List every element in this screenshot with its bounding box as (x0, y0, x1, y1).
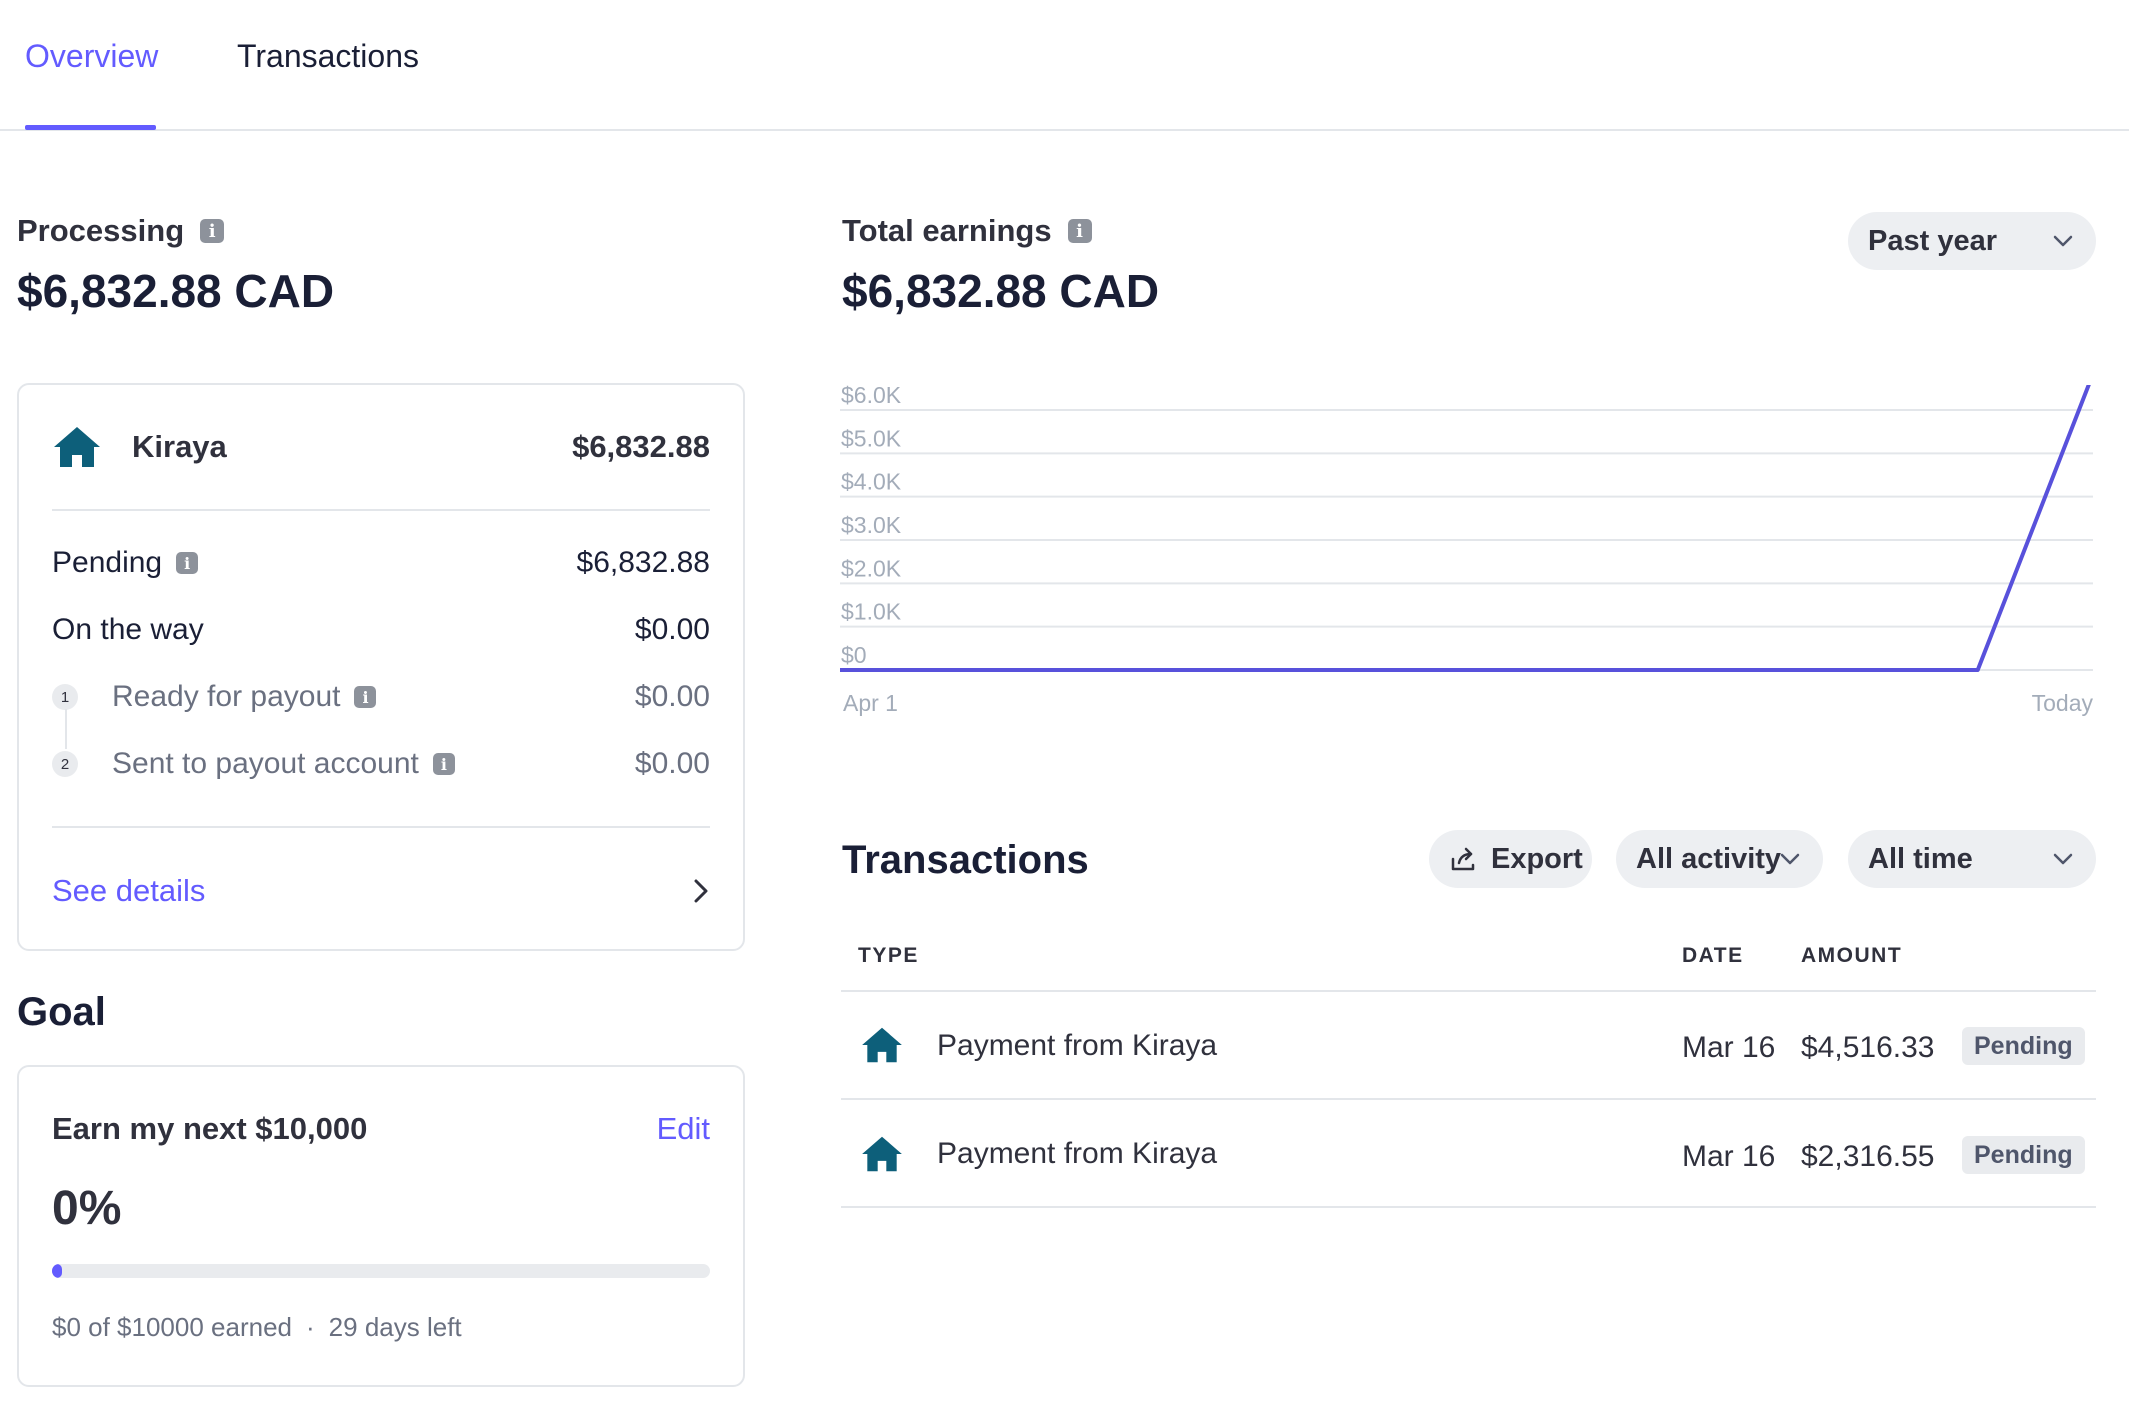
total-earnings-label-row: Total earnings i (842, 213, 1092, 249)
column-header-date[interactable]: DATE (1682, 944, 1744, 967)
range-select[interactable]: Past year (1848, 212, 2096, 270)
step-number-badge: 1 (52, 684, 78, 710)
transaction-date: Mar 16 (1682, 1031, 1776, 1064)
merchant-amount: $6,832.88 (572, 429, 710, 464)
step-amount: $0.00 (634, 680, 710, 713)
goal-progress-bar (52, 1264, 710, 1278)
house-icon (54, 427, 100, 467)
pending-label: Pending (52, 546, 163, 579)
step-row-sent: 2 Sent to payout account i $0.00 (52, 744, 710, 784)
goal-footer: $0 of $10000 earned · 29 days left (52, 1312, 462, 1343)
goal-days-left: 29 days left (328, 1312, 462, 1342)
y-tick-label: $2.0K (841, 555, 902, 581)
chevron-right-icon[interactable] (692, 877, 710, 905)
y-tick-label: $5.0K (841, 425, 902, 451)
activity-filter-select[interactable]: All activity (1616, 830, 1823, 888)
range-select-value: Past year (1868, 224, 1997, 257)
on-the-way-row: On the way $0.00 (52, 610, 710, 650)
tab-bar: Overview Transactions (0, 0, 2129, 131)
transaction-description: Payment from Kiraya (937, 1137, 1218, 1170)
time-filter-select[interactable]: All time (1848, 830, 2096, 888)
divider (52, 826, 710, 828)
status-badge: Pending (1962, 1136, 2085, 1174)
info-icon[interactable]: i (1067, 219, 1092, 243)
x-tick-label: Today (2032, 690, 2094, 716)
processing-label-row: Processing i (17, 213, 225, 249)
earnings-series-line (840, 385, 2091, 672)
separator-dot: · (306, 1312, 315, 1342)
balance-card: Kiraya $6,832.88 Pending i $6,832.88 On … (17, 383, 745, 951)
on-the-way-amount: $0.00 (634, 613, 710, 646)
y-tick-label: $0 (841, 642, 867, 668)
activity-filter-value: All activity (1636, 842, 1782, 875)
y-tick-label: $1.0K (841, 599, 902, 625)
step-number-badge: 2 (52, 751, 78, 777)
active-tab-indicator (25, 125, 156, 130)
export-button[interactable]: Export (1429, 830, 1592, 888)
on-the-way-label: On the way (52, 613, 204, 646)
transaction-description: Payment from Kiraya (937, 1029, 1218, 1062)
goal-earned-text: $0 of $10000 earned (52, 1312, 292, 1342)
info-icon[interactable]: i (200, 219, 225, 243)
step-row-ready: 1 Ready for payout i $0.00 (52, 677, 710, 717)
tab-transactions[interactable]: Transactions (237, 38, 419, 74)
total-earnings-amount: $6,832.88 CAD (842, 265, 1160, 317)
processing-amount: $6,832.88 CAD (17, 265, 335, 317)
y-tick-label: $4.0K (841, 469, 902, 495)
info-icon[interactable]: i (176, 552, 199, 574)
see-details-row[interactable]: See details (52, 869, 710, 913)
info-icon[interactable]: i (432, 753, 455, 775)
step-label: Ready for payout (112, 680, 341, 713)
transaction-amount: $2,316.55 (1801, 1140, 1935, 1173)
chevron-down-icon (2053, 235, 2073, 247)
house-icon (862, 1136, 902, 1172)
processing-label: Processing (17, 213, 185, 248)
export-label: Export (1491, 842, 1583, 875)
time-filter-value: All time (1868, 842, 1973, 875)
total-earnings-label: Total earnings (842, 213, 1052, 248)
step-amount: $0.00 (634, 747, 710, 780)
goal-card: Earn my next $10,000 Edit 0% $0 of $1000… (17, 1065, 745, 1387)
column-header-amount[interactable]: AMOUNT (1801, 944, 1903, 967)
table-divider (841, 990, 2096, 992)
step-label: Sent to payout account (112, 747, 419, 780)
earnings-chart: $6.0K $5.0K $4.0K $3.0K $2.0K $1.0K $0 Apr 1 Tod… (840, 385, 2094, 716)
goal-percent: 0% (52, 1182, 122, 1235)
table-divider (841, 1206, 2096, 1208)
table-divider (841, 1098, 2096, 1100)
divider (52, 509, 710, 511)
chevron-down-icon (1780, 853, 1800, 865)
column-header-type[interactable]: TYPE (858, 944, 919, 967)
see-details-link[interactable]: See details (52, 873, 206, 908)
pending-row: Pending i $6,832.88 (52, 543, 710, 583)
pending-amount: $6,832.88 (576, 546, 710, 579)
y-tick-label: $6.0K (841, 385, 902, 408)
info-icon[interactable]: i (354, 686, 377, 708)
goal-title: Earn my next $10,000 (52, 1111, 368, 1146)
x-tick-label: Apr 1 (843, 690, 898, 716)
goal-progress-fill (52, 1264, 62, 1278)
transaction-date: Mar 16 (1682, 1140, 1776, 1173)
transaction-amount: $4,516.33 (1801, 1031, 1935, 1064)
y-tick-label: $3.0K (841, 512, 902, 538)
chevron-down-icon (2053, 853, 2073, 865)
tab-overview[interactable]: Overview (25, 38, 159, 74)
step-connector (65, 709, 67, 749)
house-icon (862, 1027, 902, 1063)
goal-section-title: Goal (17, 990, 106, 1034)
merchant-name: Kiraya (132, 429, 227, 464)
transactions-title: Transactions (842, 838, 1089, 882)
status-badge: Pending (1962, 1027, 2085, 1065)
export-icon (1451, 847, 1475, 871)
goal-edit-link[interactable]: Edit (656, 1111, 710, 1146)
